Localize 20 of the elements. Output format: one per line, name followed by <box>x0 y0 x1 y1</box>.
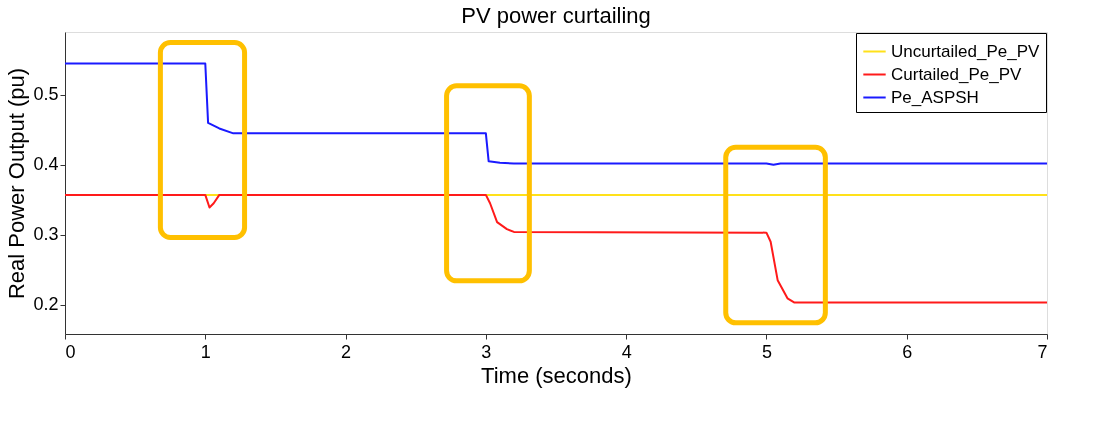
legend-label: Uncurtailed_Pe_PV <box>891 41 1041 61</box>
x-tick-label: 4 <box>621 341 632 362</box>
x-tick-label: 2 <box>341 341 352 362</box>
y-tick-label: 0.4 <box>33 154 59 175</box>
y-tick-label: 0.2 <box>33 294 59 315</box>
x-tick-label: 6 <box>902 341 913 362</box>
x-axis-title: Time (seconds) <box>481 362 632 388</box>
x-tick-label: 1 <box>200 341 211 362</box>
x-tick-label: 5 <box>761 341 772 362</box>
legend-label: Pe_ASPSH <box>891 87 979 107</box>
y-axis-title: Real Power Output (pu) <box>4 67 30 300</box>
y-tick-label: 0.5 <box>33 84 59 105</box>
y-tick-label: 0.3 <box>33 224 59 245</box>
x-tick-label: 7 <box>1037 341 1048 362</box>
chart-title: PV power curtailing <box>461 3 651 28</box>
line-series <box>65 193 1047 304</box>
legend-label: Curtailed_Pe_PV <box>891 64 1023 84</box>
line-series <box>65 62 1047 166</box>
x-tick-label: 3 <box>481 341 492 362</box>
x-tick-label: 0 <box>65 341 76 362</box>
